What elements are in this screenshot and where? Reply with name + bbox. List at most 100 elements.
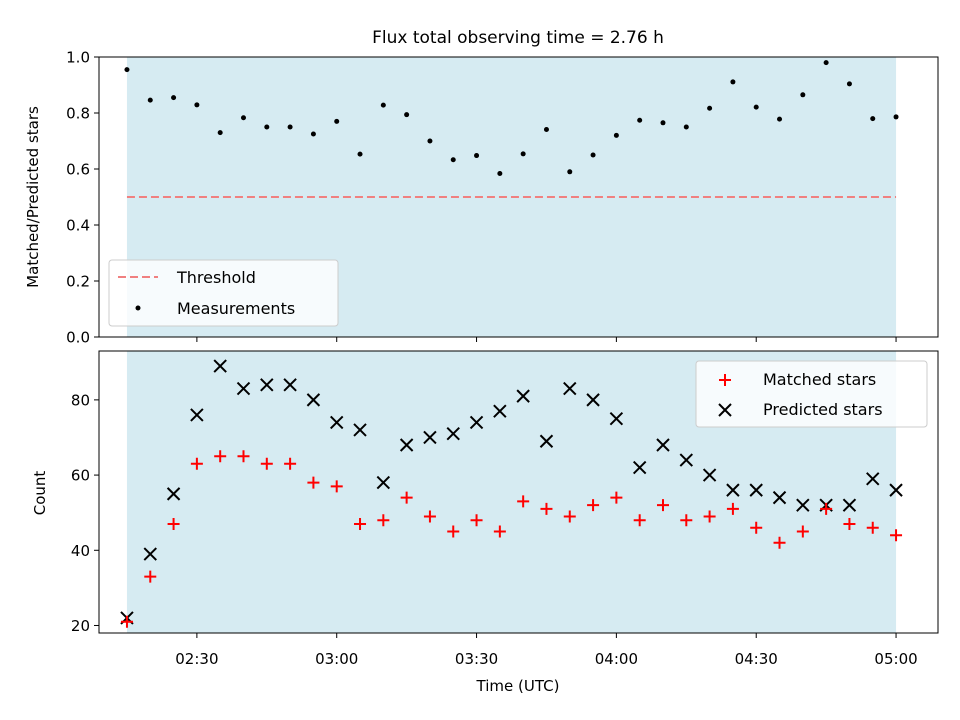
matched-stars-point bbox=[447, 525, 460, 538]
matched-stars-point bbox=[237, 450, 250, 463]
predicted-stars-point bbox=[353, 423, 367, 437]
legend-measurements-swatch bbox=[135, 305, 141, 311]
measurement-point bbox=[613, 132, 619, 138]
predicted-stars-point bbox=[516, 389, 530, 403]
legend-matched-label: Matched stars bbox=[763, 370, 876, 389]
matched-stars-point bbox=[144, 570, 157, 583]
predicted-stars-point bbox=[190, 408, 204, 422]
predicted-stars-point bbox=[283, 378, 297, 392]
top-y-axis-label: Matched/Predicted stars bbox=[24, 106, 42, 288]
matched-stars-point bbox=[190, 457, 203, 470]
bottom-axes-frame bbox=[98, 350, 939, 634]
legend-threshold-label: Threshold bbox=[176, 268, 256, 287]
matched-stars-point bbox=[120, 615, 133, 628]
x-tick-label: 03:30 bbox=[455, 650, 498, 668]
matched-stars-point bbox=[680, 514, 693, 527]
matched-stars-point bbox=[750, 521, 763, 534]
measurement-point bbox=[730, 79, 736, 85]
x-tick-label: 05:00 bbox=[874, 650, 917, 668]
measurement-points bbox=[124, 60, 899, 176]
measurement-point bbox=[543, 127, 549, 133]
matched-stars-point bbox=[354, 517, 367, 530]
measurement-point bbox=[683, 124, 689, 130]
bottom-y-axis-ticks: 20 40 60 80 bbox=[71, 391, 99, 635]
top-y-axis-ticks: 0.0 0.2 0.4 0.6 0.8 1.0 bbox=[66, 49, 99, 347]
measurement-point bbox=[147, 97, 153, 103]
legend-matched-swatch bbox=[719, 374, 731, 386]
matched-stars-point bbox=[890, 529, 903, 542]
measurement-point bbox=[171, 95, 177, 101]
matched-stars-point bbox=[796, 525, 809, 538]
predicted-stars-point bbox=[236, 381, 251, 396]
measurement-point bbox=[404, 112, 410, 118]
measurement-point bbox=[124, 67, 130, 73]
matched-stars-point bbox=[633, 514, 646, 527]
predicted-stars-point bbox=[609, 411, 624, 426]
measurement-point bbox=[217, 130, 223, 136]
measurement-point bbox=[380, 102, 386, 108]
x-tick-label: 02:30 bbox=[175, 650, 218, 668]
matched-stars-point bbox=[656, 499, 669, 512]
matched-stars-point bbox=[307, 476, 320, 489]
matched-stars-point bbox=[377, 514, 390, 527]
measurement-point bbox=[707, 105, 713, 111]
measurement-point bbox=[427, 138, 433, 144]
predicted-stars-point bbox=[586, 393, 600, 407]
matched-stars-point bbox=[843, 517, 856, 530]
predicted-stars-point bbox=[306, 393, 321, 407]
bottom-legend-box bbox=[695, 360, 928, 428]
top-legend: Threshold Measurements bbox=[108, 259, 339, 327]
top-panel: 0.0 0.2 0.4 0.6 0.8 1.0 Matched/Predicted sta… bbox=[24, 49, 939, 347]
y-tick-label: 0.6 bbox=[66, 161, 90, 179]
predicted-stars-point bbox=[260, 378, 274, 392]
matched-stars-point bbox=[517, 495, 530, 508]
matched-stars-point bbox=[214, 450, 227, 463]
predicted-stars-point bbox=[446, 427, 460, 441]
measurement-point bbox=[194, 102, 200, 108]
matched-stars-point bbox=[167, 517, 180, 530]
matched-stars-point bbox=[866, 521, 879, 534]
predicted-stars-point bbox=[656, 438, 670, 452]
matched-stars-point bbox=[820, 502, 833, 515]
top-axes-frame bbox=[98, 56, 939, 338]
bottom-legend: Matched stars Predicted stars bbox=[695, 360, 928, 428]
predicted-stars-point bbox=[330, 415, 344, 430]
measurement-point bbox=[753, 104, 759, 110]
measurement-point bbox=[240, 115, 246, 121]
bottom-y-axis-label: Count bbox=[31, 471, 49, 516]
predicted-stars-point bbox=[842, 498, 857, 512]
matched-stars-point bbox=[726, 502, 739, 515]
measurement-point bbox=[870, 116, 876, 122]
y-tick-label: 0.8 bbox=[66, 105, 90, 123]
x-axis-label: Time (UTC) bbox=[476, 677, 560, 695]
predicted-stars-point bbox=[866, 472, 880, 486]
matched-stars-point bbox=[493, 525, 506, 538]
matched-stars-point bbox=[260, 457, 273, 470]
measurement-point bbox=[590, 152, 596, 158]
y-tick-label: 60 bbox=[71, 467, 90, 485]
predicted-stars-point bbox=[632, 460, 647, 475]
y-tick-label: 20 bbox=[71, 617, 90, 635]
measurement-point bbox=[846, 81, 852, 87]
y-tick-label: 80 bbox=[71, 391, 90, 409]
matched-stars-point bbox=[703, 510, 716, 523]
matched-stars-point bbox=[773, 536, 786, 549]
measurement-point bbox=[520, 151, 526, 157]
y-tick-label: 0.4 bbox=[66, 217, 90, 235]
bottom-x-axis-ticks: 02:30 03:00 03:30 04:00 04:30 05:00 bbox=[175, 633, 918, 668]
matched-stars-point bbox=[284, 457, 297, 470]
chart-title: Flux total observing time = 2.76 h bbox=[372, 28, 664, 48]
measurement-point bbox=[450, 157, 456, 163]
predicted-stars-point bbox=[702, 468, 717, 482]
top-legend-box bbox=[108, 259, 339, 327]
predicted-stars-point bbox=[423, 430, 437, 445]
predicted-stars-point bbox=[749, 483, 763, 497]
legend-predicted-swatch bbox=[718, 403, 732, 417]
predicted-stars-point bbox=[726, 483, 740, 497]
predicted-stars-point bbox=[679, 453, 694, 467]
y-tick-label: 1.0 bbox=[66, 49, 90, 67]
predicted-stars-point bbox=[563, 381, 577, 396]
legend-predicted-label: Predicted stars bbox=[763, 400, 883, 419]
